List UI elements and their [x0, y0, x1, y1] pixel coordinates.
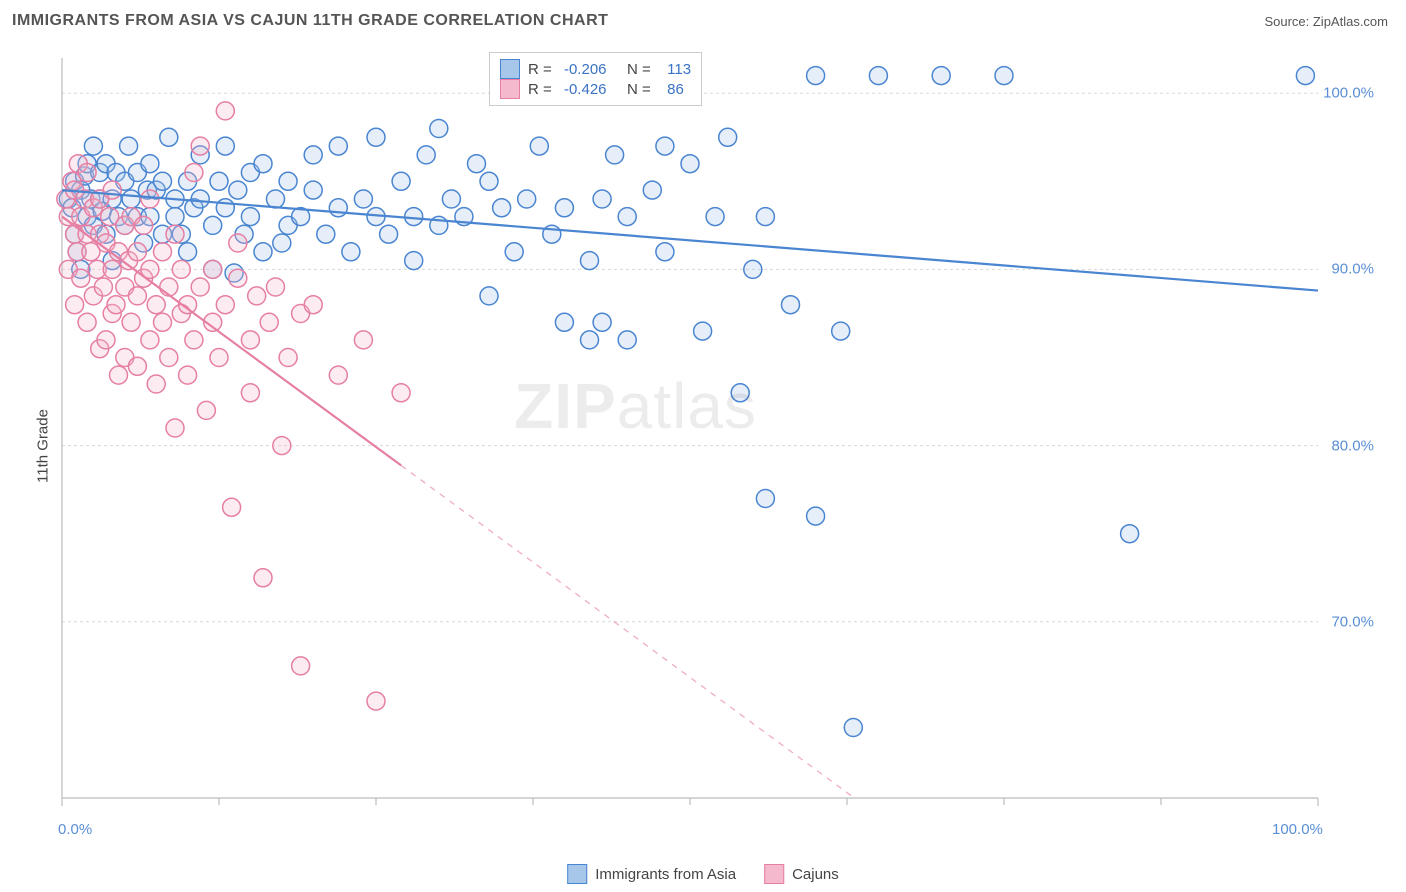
y-tick-label: 80.0% [1331, 437, 1374, 454]
stats-n-label: N = [615, 61, 655, 78]
legend-label: Cajuns [792, 866, 839, 883]
legend-bottom: Immigrants from Asia Cajuns [567, 864, 839, 884]
source-label: Source: [1264, 14, 1312, 29]
stats-r-value: -0.206 [564, 61, 607, 78]
stats-r-label: R = [528, 81, 556, 98]
source-attribution: Source: ZipAtlas.com [1264, 14, 1388, 29]
y-tick-label: 100.0% [1323, 85, 1374, 102]
plot-area: R = -0.206 N = 113R = -0.426 N = 86 ZIPa… [48, 46, 1388, 836]
legend-swatch [764, 864, 784, 884]
y-tick-label: 90.0% [1331, 261, 1374, 278]
stats-n-value: 86 [663, 81, 684, 98]
x-tick-label: 100.0% [1272, 821, 1323, 838]
stats-n-label: N = [615, 81, 655, 98]
x-tick-label: 0.0% [58, 821, 92, 838]
stats-swatch [500, 79, 520, 99]
legend-label: Immigrants from Asia [595, 866, 736, 883]
stats-n-value: 113 [663, 61, 691, 78]
stats-row: R = -0.426 N = 86 [500, 79, 691, 99]
chart-title: IMMIGRANTS FROM ASIA VS CAJUN 11TH GRADE… [12, 12, 608, 30]
stats-legend-box: R = -0.206 N = 113R = -0.426 N = 86 [489, 52, 702, 106]
y-tick-label: 70.0% [1331, 613, 1374, 630]
legend-item: Immigrants from Asia [567, 864, 736, 884]
scatter-chart [48, 46, 1388, 836]
source-link[interactable]: ZipAtlas.com [1313, 14, 1388, 29]
stats-r-value: -0.426 [564, 81, 607, 98]
stats-swatch [500, 59, 520, 79]
stats-r-label: R = [528, 61, 556, 78]
legend-swatch [567, 864, 587, 884]
stats-row: R = -0.206 N = 113 [500, 59, 691, 79]
legend-item: Cajuns [764, 864, 839, 884]
